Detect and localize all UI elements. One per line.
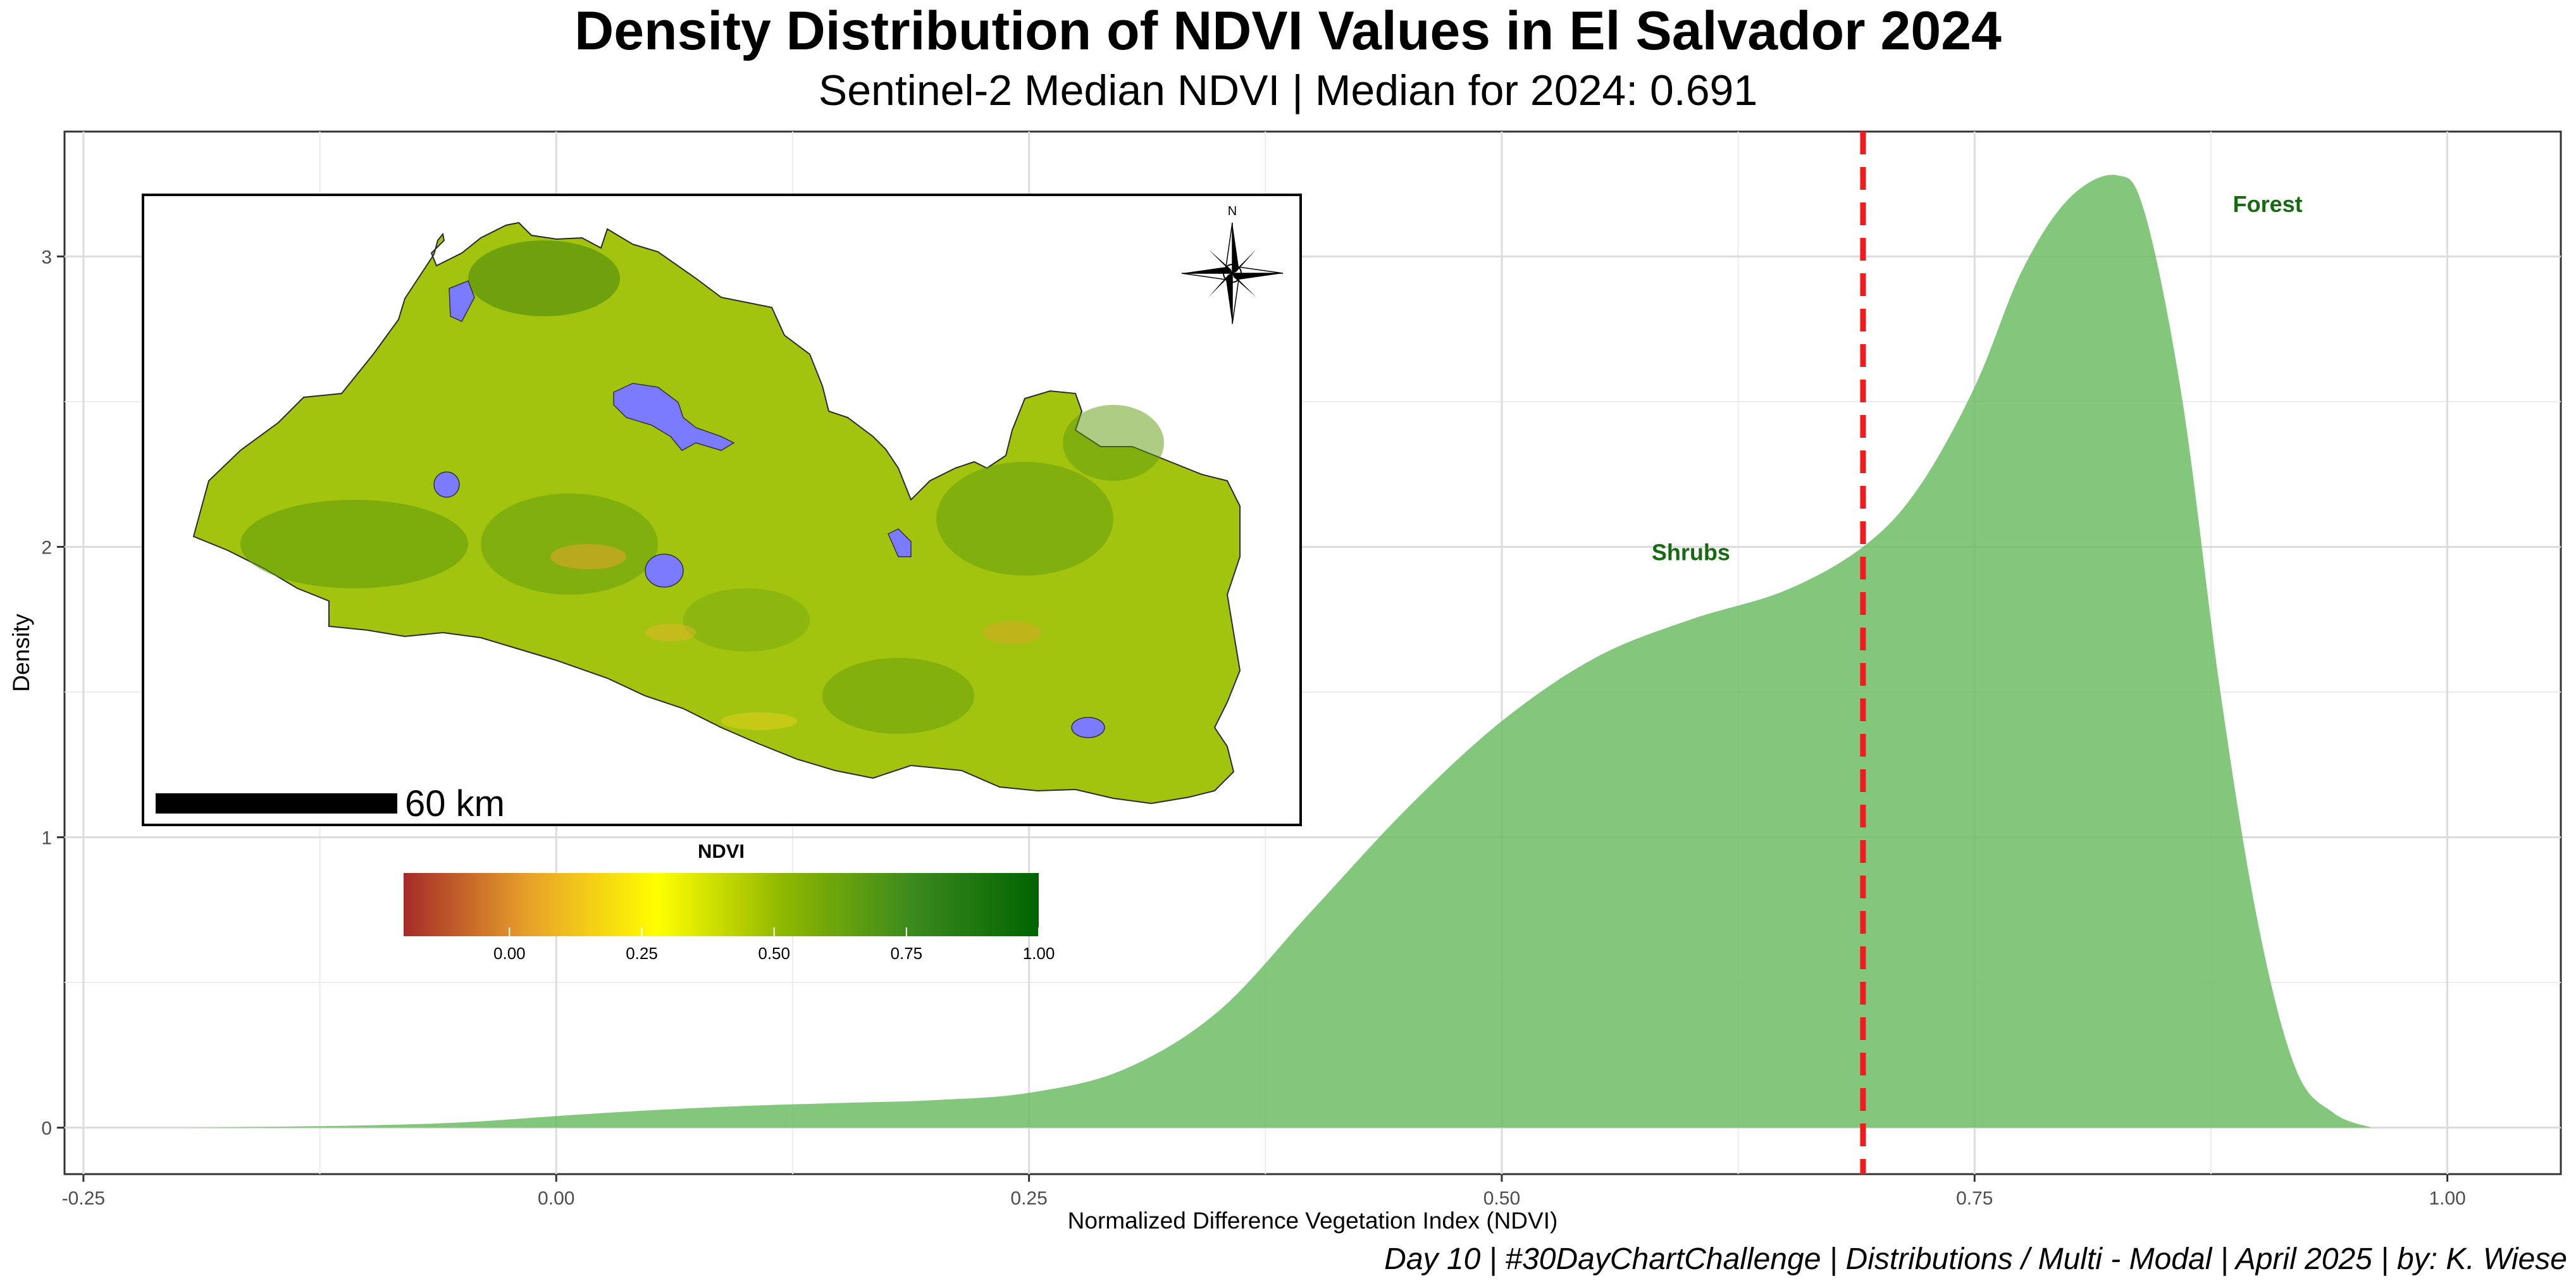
x-axis-label: Normalized Difference Vegetation Index (… [1068,1208,1558,1234]
water-bodies [433,280,1105,738]
inset-map: N 60 km [142,194,1302,826]
x-axis: -0.25 0.00 0.25 0.50 0.75 1.00 [62,1174,2466,1209]
country-shape [192,221,1241,805]
x-tick-label: -0.25 [62,1188,105,1209]
legend-colorbar [404,873,1039,936]
north-arrow-icon [1181,222,1284,325]
y-tick-label: 0 [41,1118,52,1139]
density-area [178,175,2372,1128]
legend-tick-label: 1.00 [1023,944,1055,963]
chart-subtitle: Sentinel-2 Median NDVI | Median for 2024… [819,66,1757,115]
x-tick-label: 0.25 [1010,1188,1047,1209]
chart-title: Density Distribution of NDVI Values in E… [574,1,2002,61]
scale-bar [156,793,397,814]
legend-tick-label: 0.50 [758,944,790,963]
legend-tick-label: 0.00 [493,944,526,963]
ndvi-legend: NDVI 0.00 0.25 0.50 0.75 1.00 [404,840,1055,963]
y-tick-label: 3 [41,247,52,268]
y-tick-label: 1 [41,827,52,848]
legend-tick-label: 0.75 [891,944,923,963]
y-tick-label: 2 [41,537,52,558]
compass-label: N [1228,204,1237,218]
legend-ticks: 0.00 0.25 0.50 0.75 1.00 [493,927,1055,963]
x-tick-label: 0.00 [538,1188,574,1209]
scale-bar-label: 60 km [405,783,505,824]
legend-tick-label: 0.25 [626,944,658,963]
x-tick-label: 1.00 [2429,1188,2465,1209]
x-tick-label: 0.50 [1483,1188,1520,1209]
annotation-shrubs: Shrubs [1652,540,1730,566]
x-tick-label: 0.75 [1956,1188,1993,1209]
y-axis: 0 1 2 3 [41,247,65,1139]
y-axis-label: Density [8,614,34,692]
legend-title: NDVI [698,840,745,862]
annotation-forest: Forest [2233,191,2303,217]
chart-caption: Day 10 | #30DayChartChallenge | Distribu… [1384,1242,2567,1276]
